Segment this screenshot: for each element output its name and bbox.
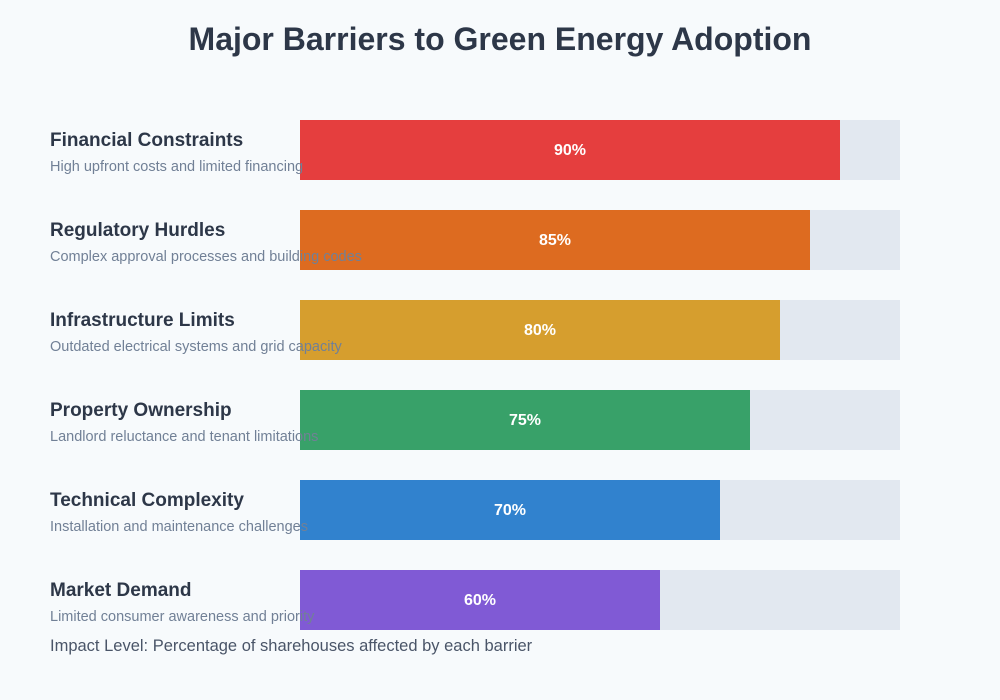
- barrier-row: Financial Constraints 90% High upfront cos…: [50, 120, 900, 180]
- category-label: Infrastructure Limits: [50, 310, 235, 331]
- category-description: High upfront costs and limited financing: [50, 159, 303, 175]
- value-label: 75%: [509, 412, 541, 429]
- bar: [300, 300, 780, 360]
- category-label: Property Ownership: [50, 400, 232, 421]
- category-description: Limited consumer awareness and priority: [50, 609, 315, 625]
- value-label: 90%: [554, 142, 586, 159]
- barrier-row: Technical Complexity 70% Installation and …: [50, 480, 900, 540]
- category-description: Complex approval processes and building …: [50, 249, 362, 265]
- category-label: Technical Complexity: [50, 490, 244, 511]
- category-description: Installation and maintenance challenges: [50, 519, 308, 535]
- footnote: Impact Level: Percentage of sharehouses …: [50, 637, 533, 655]
- barrier-row: Property Ownership 75% Landlord reluctance…: [50, 390, 900, 450]
- category-label: Market Demand: [50, 580, 192, 601]
- value-label: 70%: [494, 502, 526, 519]
- category-description: Outdated electrical systems and grid cap…: [50, 339, 342, 355]
- value-label: 85%: [539, 232, 571, 249]
- chart-title: Major Barriers to Green Energy Adoption: [189, 21, 812, 57]
- bar: [300, 210, 810, 270]
- bar: [300, 120, 840, 180]
- barrier-row: Market Demand 60% Limited consumer awarene…: [50, 570, 900, 630]
- bar: [300, 570, 660, 630]
- category-label: Financial Constraints: [50, 130, 243, 151]
- bar: [300, 480, 720, 540]
- barrier-row: Regulatory Hurdles 85% Complex approval pr…: [50, 210, 900, 270]
- value-label: 80%: [524, 322, 556, 339]
- category-label: Regulatory Hurdles: [50, 220, 225, 241]
- value-label: 60%: [464, 592, 496, 609]
- category-description: Landlord reluctance and tenant limitatio…: [50, 429, 318, 445]
- bar: [300, 390, 750, 450]
- barrier-row: Infrastructure Limits 80% Outdated electri…: [50, 300, 900, 360]
